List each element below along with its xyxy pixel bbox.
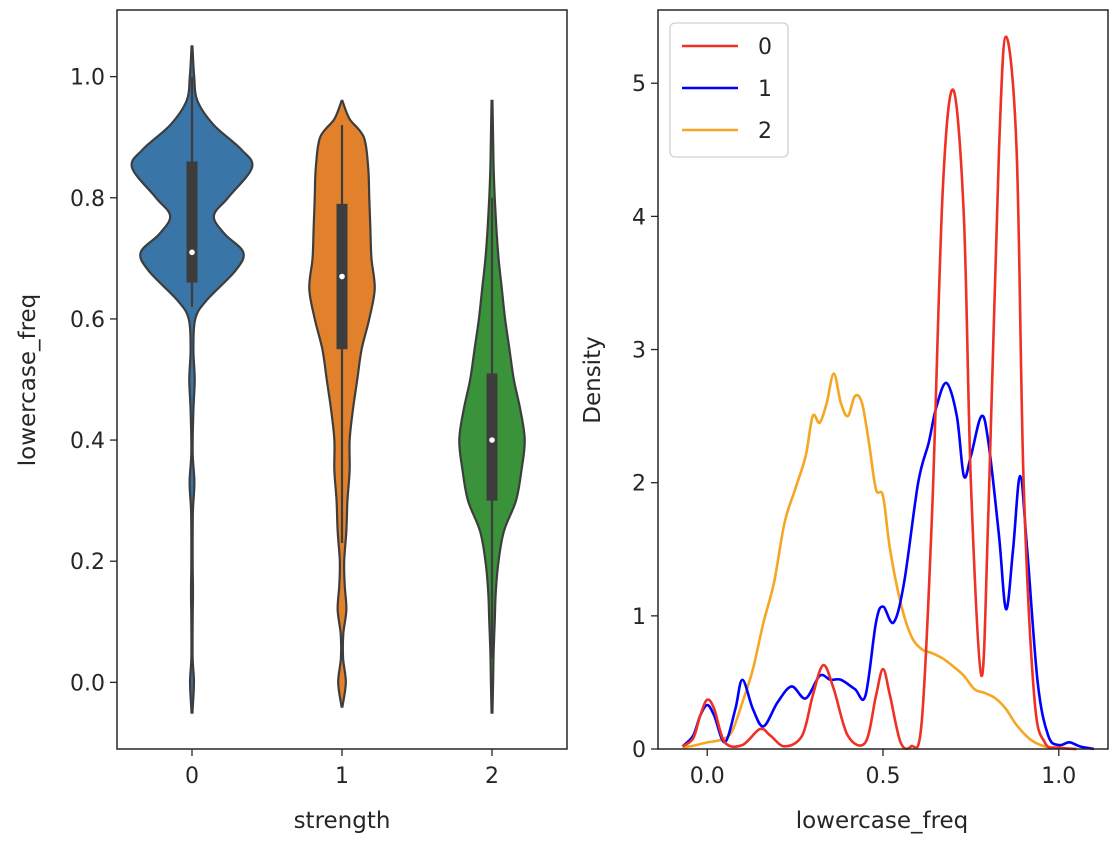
violin-xtick-label: 0	[185, 764, 199, 789]
density-line-1	[681, 381, 1095, 751]
violin-xtick-label: 1	[335, 764, 349, 789]
density-legend: 0 1 2	[669, 22, 789, 158]
density-ytick-label: 4	[632, 205, 646, 230]
violin-ytick-label: 0.6	[70, 308, 105, 333]
density-ytick-label: 5	[632, 72, 646, 97]
violin-iqr-box-2	[486, 373, 498, 501]
violin-ytick-label: 1.0	[70, 66, 105, 91]
density-ytick-label: 2	[632, 472, 646, 497]
density-x-ticks: 0.0 0.5 1.0	[690, 749, 1076, 789]
legend-frame	[669, 22, 789, 158]
violin-xtick-label: 2	[485, 764, 499, 789]
violin-y-ticks: 0.0 0.2 0.4 0.6 0.8 1.0	[70, 66, 117, 696]
density-ytick-label: 3	[632, 339, 646, 364]
violin-y-axis-label: lowercase_freq	[15, 294, 41, 467]
violin-panel: 0.0 0.2 0.4 0.6 0.8 1.0 0 1 2 strength lowercas…	[15, 9, 568, 834]
violin-ytick-label: 0.2	[70, 550, 105, 575]
violin-median-0	[189, 249, 195, 256]
violin-ytick-label: 0.4	[70, 429, 105, 454]
density-xtick-label: 0.0	[690, 764, 725, 789]
violin-ytick-label: 0.8	[70, 187, 105, 212]
density-line-0	[681, 35, 1077, 751]
density-y-axis-label: Density	[580, 336, 606, 423]
density-xtick-label: 0.5	[866, 764, 901, 789]
density-y-ticks: 0 1 2 3 4 5	[632, 72, 658, 763]
violin-x-ticks: 0 1 2	[185, 749, 499, 789]
legend-label-0: 0	[758, 35, 772, 60]
violins-group	[130, 45, 526, 714]
density-xtick-label: 1.0	[1041, 764, 1076, 789]
violin-x-axis-label: strength	[294, 808, 391, 834]
violin-iqr-box-0	[186, 161, 198, 283]
legend-entries: 0 1 2	[682, 35, 772, 144]
density-ytick-label: 0	[632, 738, 646, 763]
density-lines-group	[681, 35, 1095, 751]
legend-label-1: 1	[758, 77, 772, 102]
violin-ytick-label: 0.0	[70, 671, 105, 696]
violin-body-0	[130, 45, 254, 714]
density-ytick-label: 1	[632, 605, 646, 630]
legend-label-2: 2	[758, 119, 772, 144]
violin-median-2	[489, 437, 495, 443]
density-x-axis-label: lowercase_freq	[796, 808, 969, 834]
density-line-2	[682, 372, 1077, 751]
violin-median-1	[339, 273, 345, 280]
